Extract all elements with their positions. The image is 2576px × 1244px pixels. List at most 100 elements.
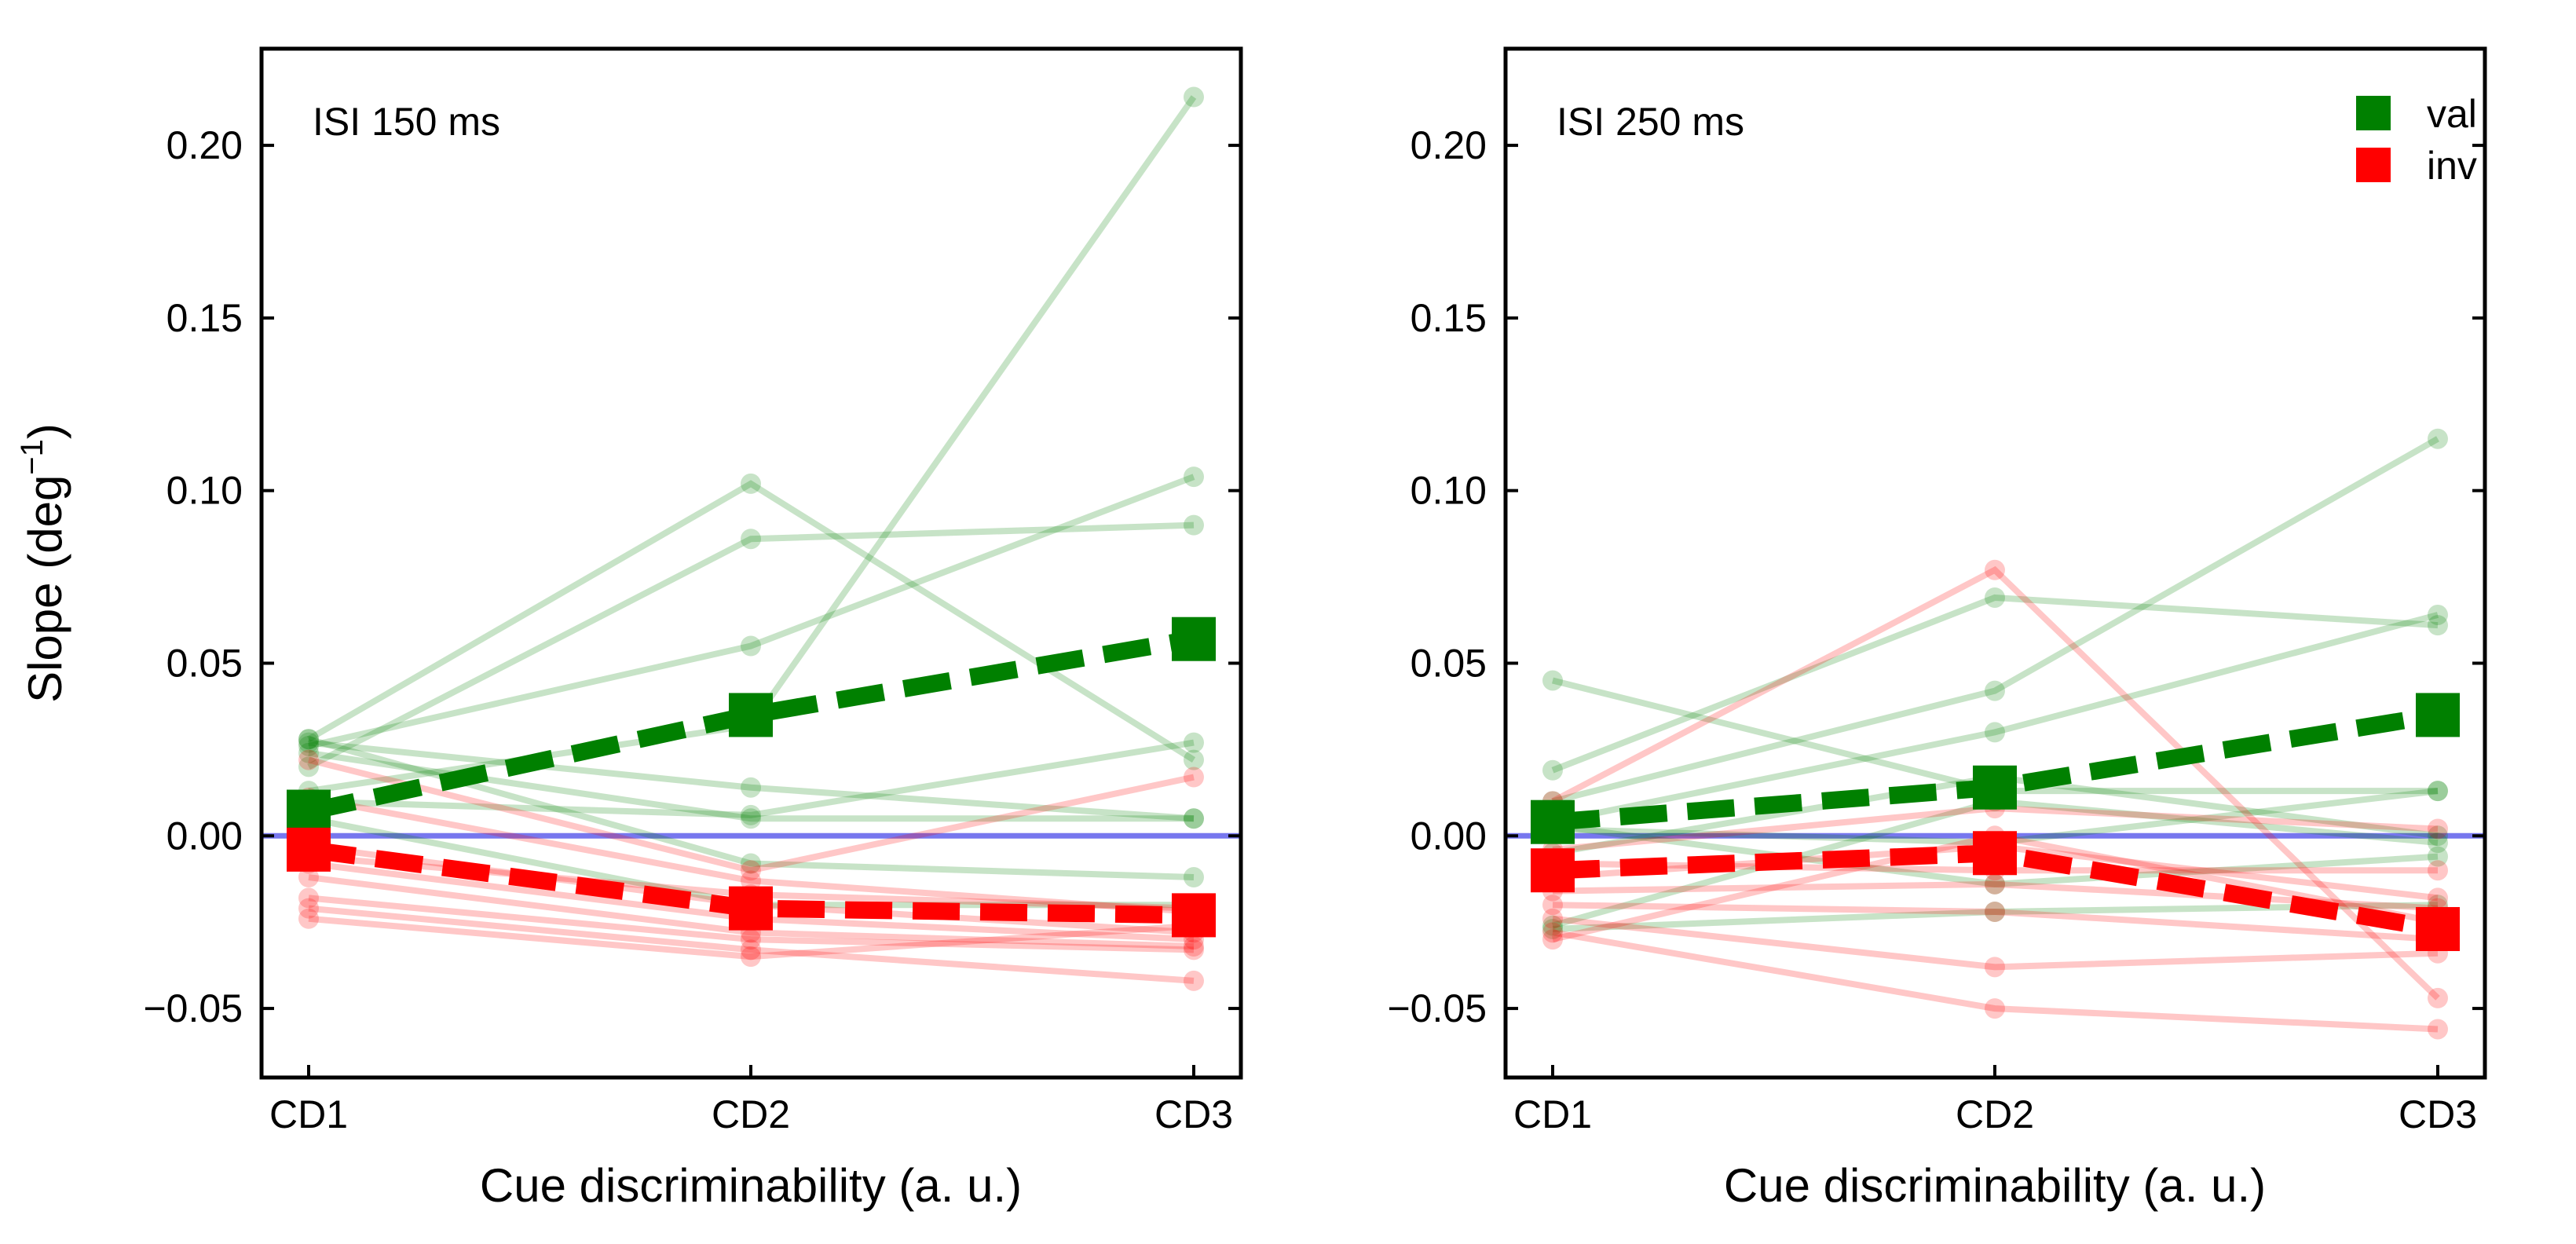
subject-point-val — [1184, 732, 1204, 753]
subject-point-inv — [1542, 929, 1563, 950]
chart-panel-isi-250: −0.05 0.00 0.05 0.10 0.15 0.20 CD1 CD2 CD3 ISI 2… — [1387, 46, 2487, 1212]
subject-line-val — [1552, 902, 2439, 932]
subject-line-inv — [1552, 880, 2439, 912]
subject-line-val — [1552, 436, 2439, 805]
mean-marker-inv — [287, 827, 331, 872]
y-tick-label: 0.05 — [166, 641, 243, 685]
subject-point-val — [1184, 514, 1204, 536]
subject-point-val — [298, 756, 319, 778]
subject-point-val — [1184, 867, 1204, 888]
subject-point-val — [741, 529, 761, 550]
subject-line-inv — [308, 915, 1195, 960]
subject-point-inv — [1542, 908, 1563, 929]
subject-line-val — [1551, 594, 2439, 774]
legend: val inv — [2356, 92, 2477, 188]
subject-point-inv — [1985, 559, 2005, 580]
subject-point-inv — [1985, 998, 2005, 1019]
subject-point-inv — [1184, 970, 1204, 991]
subject-point-inv — [1985, 873, 2005, 895]
legend-swatch-val — [2356, 96, 2391, 130]
mean-marker-val — [287, 789, 331, 834]
subject-point-inv — [2428, 818, 2448, 840]
subject-point-val — [2428, 604, 2448, 625]
subject-point-val — [2428, 781, 2448, 802]
subject-point-val — [298, 742, 319, 763]
y-tick-label: 0.10 — [1411, 469, 1487, 513]
y-tick-label: 0.15 — [1411, 296, 1487, 340]
subject-line-val — [1552, 822, 2439, 887]
subject-line-val — [308, 739, 1195, 818]
subject-point-val — [1184, 749, 1204, 770]
mean-marker-inv — [2416, 906, 2460, 951]
subject-line-inv — [1552, 902, 2439, 943]
subject-point-val — [741, 853, 761, 874]
subject-line-val — [307, 521, 1195, 770]
subject-point-val — [1985, 587, 2005, 608]
subject-point-val — [298, 735, 319, 756]
x-tick-label: CD3 — [2399, 1092, 2477, 1136]
mean-marker-inv — [1973, 831, 2017, 876]
mean-marker-val — [1172, 617, 1216, 661]
subject-point-val — [2428, 825, 2448, 847]
subject-point-inv — [298, 887, 319, 909]
subject-point-inv — [741, 929, 761, 950]
subject-point-inv — [741, 860, 761, 881]
subject-line-inv — [308, 874, 1195, 949]
x-tick-label: CD1 — [269, 1092, 348, 1136]
subject-line-val — [308, 95, 1197, 795]
mean-marker-inv — [729, 886, 773, 931]
chart-panel-isi-150: −0.05 0.00 0.05 0.10 0.15 0.20 CD1 CD2 CD3 ISI 1… — [15, 46, 1243, 1212]
subject-point-val — [1184, 808, 1204, 829]
subject-point-inv — [298, 749, 319, 770]
subject-line-inv — [308, 895, 1195, 953]
panel-label: ISI 150 ms — [313, 100, 500, 144]
subject-point-val — [1542, 915, 1563, 936]
subject-point-val — [2428, 781, 2448, 802]
subject-point-val — [1542, 918, 1563, 939]
subject-point-inv — [298, 908, 319, 929]
subject-point-val — [1542, 759, 1563, 781]
subject-point-inv — [1542, 922, 1563, 943]
subject-line-inv — [308, 905, 1195, 984]
mean-marker-val — [2416, 693, 2460, 737]
subject-line-val — [1552, 612, 2439, 825]
y-tick-label: 0.10 — [166, 469, 243, 513]
subject-point-val — [1542, 670, 1563, 691]
mean-marker-val — [1531, 799, 1575, 844]
subject-point-val — [298, 732, 319, 753]
x-axis-label: Cue discriminability (a. u.) — [480, 1159, 1022, 1212]
mean-marker-inv — [1172, 893, 1216, 938]
panel-label: ISI 250 ms — [1557, 100, 1744, 144]
subject-point-inv — [2428, 887, 2448, 909]
subject-point-val — [2428, 846, 2448, 867]
x-tick-label: CD3 — [1154, 1092, 1233, 1136]
x-tick-label: CD1 — [1513, 1092, 1592, 1136]
subject-point-inv — [1184, 935, 1204, 957]
x-tick-label: CD2 — [1956, 1092, 2034, 1136]
mean-line-val — [306, 630, 1195, 821]
subject-point-val — [1184, 808, 1204, 829]
y-tick-label: −0.05 — [143, 986, 243, 1030]
subject-point-val — [1985, 680, 2005, 701]
subject-point-val — [298, 729, 319, 750]
subject-point-val — [1184, 466, 1204, 488]
subject-line-inv — [308, 756, 1195, 874]
subject-point-inv — [1985, 901, 2005, 922]
subject-line-inv — [308, 794, 1195, 915]
subject-point-inv — [298, 867, 319, 888]
subject-point-val — [1985, 722, 2005, 743]
subject-point-inv — [2428, 1019, 2448, 1040]
y-tick-label: 0.20 — [166, 123, 243, 167]
subject-point-inv — [741, 939, 761, 960]
subject-point-inv — [2428, 860, 2448, 881]
subject-point-inv — [1542, 895, 1563, 916]
subject-point-inv — [1985, 957, 2005, 978]
subject-point-val — [298, 729, 319, 750]
legend-swatch-inv — [2356, 148, 2391, 182]
legend-label-val: val — [2427, 92, 2477, 136]
subject-point-inv — [298, 898, 319, 919]
subject-point-val — [1184, 86, 1204, 108]
x-axis-label: Cue discriminability (a. u.) — [1724, 1159, 2266, 1212]
subject-point-val — [2428, 832, 2448, 854]
